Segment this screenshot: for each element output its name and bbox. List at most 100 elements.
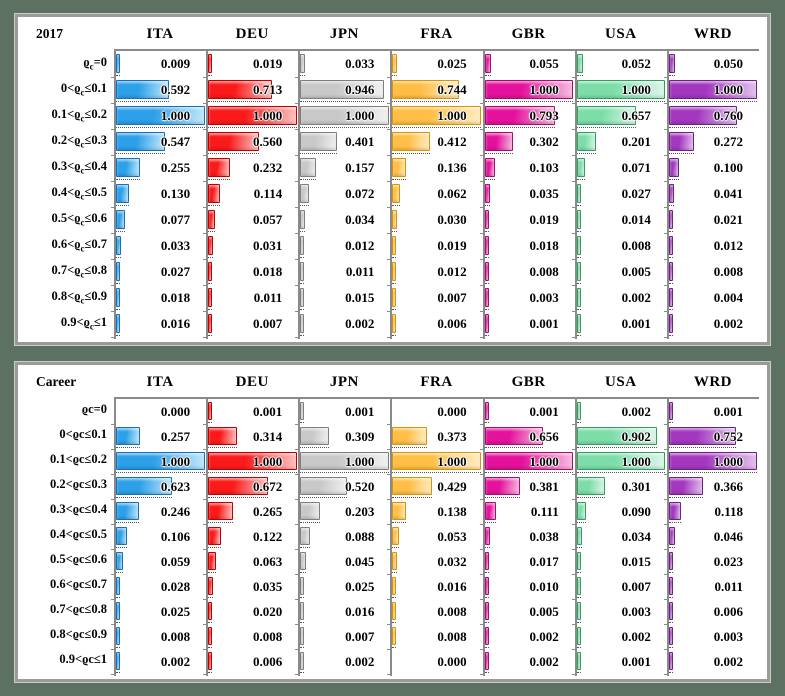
bar: [484, 288, 489, 310]
bar: [484, 158, 496, 180]
bar: [208, 427, 238, 448]
bar: [576, 54, 584, 76]
country-header: USA: [605, 26, 637, 42]
value-label: 0.050: [713, 56, 743, 71]
value-label: 0.401: [345, 134, 375, 149]
column-gbr: GBR 0.001 0.656 1.000 0.381 0.111 0.038 0.017 0.…: [479, 370, 575, 676]
bar-row: 0.025: [387, 51, 482, 78]
bar-row: 0.055: [479, 51, 575, 78]
value-label: 1.000: [529, 82, 559, 97]
value-label: 0.201: [621, 134, 651, 149]
bar-row: 0.006: [203, 649, 298, 675]
category-label: 0.1<ϱc≤0.2: [51, 107, 108, 124]
value-label: 0.008: [621, 238, 651, 253]
subscript-c: c: [80, 165, 85, 176]
value-label: 0.018: [529, 238, 559, 253]
bar: [392, 577, 397, 598]
value-label: 0.062: [437, 186, 467, 201]
bar-row: 0.203: [295, 499, 390, 525]
bar: [300, 477, 348, 498]
value-label: 0.007: [621, 578, 651, 594]
value-label: 0.136: [437, 160, 467, 175]
bar: [300, 652, 305, 673]
bar: [668, 477, 703, 498]
value-label: 0.002: [345, 316, 375, 331]
value-label: 0.265: [253, 503, 283, 519]
value-label: 0.000: [437, 403, 467, 419]
bar-row: 0.017: [479, 549, 575, 575]
value-label: 0.012: [437, 264, 467, 279]
bar: [300, 132, 337, 154]
bar: [392, 552, 398, 573]
bar: [116, 652, 120, 673]
category-label: 0.4<ϱc≤0.5: [49, 527, 107, 541]
bar: [392, 314, 397, 336]
bar-row: 0.001: [203, 399, 298, 425]
bar: [300, 288, 305, 310]
bar-row: 1.000: [295, 449, 390, 475]
column-ita: ITA 0.009 0.592 1.000 0.547 0.255 0.130 0.077 0.…: [110, 22, 207, 339]
value-label: 0.019: [437, 238, 467, 253]
bar: [208, 262, 213, 284]
value-label: 0.001: [345, 403, 375, 419]
bar: [668, 627, 673, 648]
bar: [668, 158, 680, 180]
bar-row: 0.760: [663, 103, 759, 130]
value-label: 0.033: [345, 56, 375, 71]
bar-row: 0.019: [387, 233, 482, 260]
bar: [668, 288, 673, 310]
bar: [208, 602, 213, 623]
bar: [484, 54, 492, 76]
bar-row: 0.008: [110, 624, 206, 650]
panel-grid: Career ϱc=0 0<ϱc≤0.1 0.1<ϱc≤0.2 0.2<ϱc≤0.3 0.…: [22, 370, 759, 676]
value-label: 0.793: [529, 108, 559, 123]
bar: [484, 314, 489, 336]
value-label: 0.002: [713, 653, 743, 669]
bar: [392, 158, 407, 180]
value-label: 0.106: [160, 528, 191, 544]
bar: [208, 184, 220, 206]
value-label: 0.008: [529, 264, 559, 279]
value-label: 0.031: [253, 238, 283, 253]
bar: [484, 236, 489, 258]
bar: [116, 502, 140, 523]
bar-row: 0.032: [387, 549, 482, 575]
bar-row: 0.023: [663, 549, 759, 575]
bar: [668, 452, 758, 473]
value-label: 0.016: [437, 578, 467, 594]
bar: [208, 210, 216, 232]
bar-row: 0.015: [295, 285, 390, 312]
value-label: 0.009: [160, 56, 191, 71]
subscript-c: c: [80, 191, 85, 202]
bar-row: 0.672: [203, 474, 298, 500]
bar-row: 0.008: [479, 259, 575, 286]
bar: [576, 577, 581, 598]
bar: [576, 552, 581, 573]
value-label: 0.203: [345, 503, 375, 519]
bar: [300, 106, 389, 128]
category-label: 0.3<ϱc≤0.4: [51, 159, 108, 176]
bar-row: 0.034: [571, 524, 667, 550]
subscript-c: c: [89, 321, 94, 332]
value-label: 0.063: [253, 553, 283, 569]
bar: [116, 210, 125, 232]
column-fra: FRA 0.025 0.744 1.000 0.412 0.136 0.062 0.030 0.…: [387, 22, 483, 339]
country-header: ITA: [146, 374, 174, 390]
bar-row: 0.003: [479, 285, 575, 312]
bar-row: 0.052: [571, 51, 667, 78]
bar-row: 0.001: [571, 649, 667, 675]
bar-row: 1.000: [203, 103, 298, 130]
panel-grid: 2017 ϱc=0 0<ϱc≤0.1 0.1<ϱc≤0.2 0.2<ϱc≤0.3 0.3<…: [22, 22, 759, 339]
value-label: 1.000: [529, 453, 559, 469]
category-label: 0<ϱc≤0.1: [59, 427, 107, 441]
bar: [116, 452, 205, 473]
bar-row: 0.272: [663, 129, 759, 156]
bar: [116, 80, 170, 102]
bar-row: 0.122: [203, 524, 298, 550]
bar-row: 0.232: [203, 155, 298, 182]
value-label: 0.255: [160, 160, 191, 175]
bar: [300, 54, 306, 76]
bar-row: 0.138: [387, 499, 482, 525]
value-label: 0.547: [160, 134, 191, 149]
bar: [208, 314, 213, 336]
